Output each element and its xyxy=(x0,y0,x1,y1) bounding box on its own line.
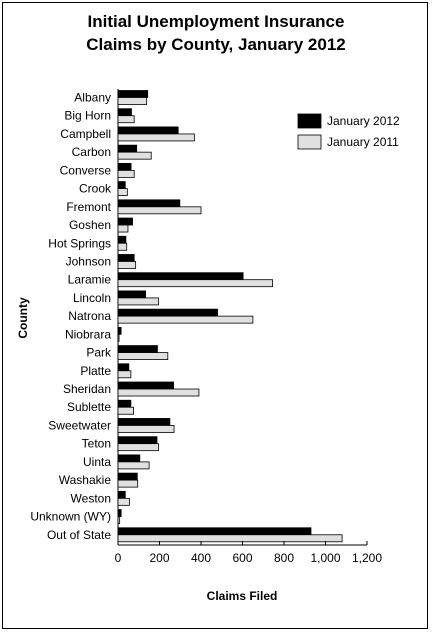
y-tick-label: Washakie xyxy=(59,473,112,487)
bar-jan-2012-washakie xyxy=(117,472,138,481)
bar-jan-2012-big-horn xyxy=(117,108,132,117)
y-tick-label: Fremont xyxy=(66,200,111,214)
y-tick-label: Crook xyxy=(79,182,112,196)
bar-jan-2011-out-of-state xyxy=(117,534,343,543)
legend: January 2012 January 2011 xyxy=(297,113,400,150)
bar-jan-2012-sheridan xyxy=(117,381,175,390)
bar-jan-2012-goshen xyxy=(117,217,133,226)
y-tick-label: Lincoln xyxy=(73,291,111,305)
bar-jan-2012-albany xyxy=(117,90,149,98)
bar-jan-2011-laramie xyxy=(117,279,273,288)
bar-jan-2012-sweetwater xyxy=(117,418,171,426)
x-tick-label: 400 xyxy=(191,551,211,565)
bar-jan-2012-carbon xyxy=(117,144,138,153)
bar-jan-2011-big-horn xyxy=(117,115,135,124)
bar-jan-2012-lincoln xyxy=(117,290,146,299)
bar-jan-2012-laramie xyxy=(117,272,244,281)
bar-jan-2011-sheridan xyxy=(117,388,200,397)
y-tick-label: Sublette xyxy=(67,400,111,414)
y-tick-label: Weston xyxy=(71,491,111,505)
x-tick-label: 200 xyxy=(149,551,169,565)
y-tick-label: Johnson xyxy=(66,254,111,268)
y-tick-label: Albany xyxy=(74,91,111,105)
y-tick-label: Niobrara xyxy=(65,327,111,341)
bar-jan-2012-unknown-wy xyxy=(117,509,122,517)
bar-jan-2011-sweetwater xyxy=(117,425,175,433)
y-tick-label: Sweetwater xyxy=(48,418,111,432)
y-tick-label: Laramie xyxy=(68,273,112,287)
bar-jan-2012-natrona xyxy=(117,308,218,317)
legend-label: January 2012 xyxy=(327,114,400,128)
bar-jan-2011-natrona xyxy=(117,315,254,324)
bar-jan-2012-fremont xyxy=(117,199,181,208)
x-tick-label: 1,200 xyxy=(352,551,382,565)
y-tick-label: Sheridan xyxy=(63,382,111,396)
bar-jan-2011-park xyxy=(117,352,169,360)
bar-jan-2011-weston xyxy=(117,497,130,506)
bar-jan-2011-unknown-wy xyxy=(117,516,121,524)
y-tick-label: Unknown (WY) xyxy=(30,510,111,524)
y-tick-label: Park xyxy=(86,346,112,360)
bar-jan-2012-niobrara xyxy=(117,326,122,335)
bar-jan-2012-hot-springs xyxy=(117,235,127,244)
y-axis-title: County xyxy=(16,297,30,339)
bar-jan-2011-teton xyxy=(117,443,159,452)
bar-jan-2011-lincoln xyxy=(117,297,159,306)
y-tick-label: Converse xyxy=(60,163,112,177)
bar-jan-2012-weston xyxy=(117,490,126,499)
bar-jan-2012-johnson xyxy=(117,254,135,262)
bar-jan-2012-out-of-state xyxy=(117,527,312,536)
x-tick-label: 0 xyxy=(115,551,122,565)
x-tick-label: 600 xyxy=(232,551,252,565)
bar-jan-2011-converse xyxy=(117,169,135,178)
bar-jan-2012-crook xyxy=(117,181,126,190)
y-tick-label: Platte xyxy=(80,364,111,378)
bar-jan-2012-park xyxy=(117,345,158,353)
bar-jan-2012-uinta xyxy=(117,454,141,463)
legend-swatch-jan-2012 xyxy=(297,113,322,129)
bar-jan-2011-johnson xyxy=(117,261,137,269)
x-axis-title: Claims Filed xyxy=(207,589,278,603)
bar-jan-2011-albany xyxy=(117,97,148,105)
bar-jan-2011-fremont xyxy=(117,206,202,215)
bar-jan-2011-uinta xyxy=(117,461,150,470)
y-tick-label: Carbon xyxy=(72,145,111,159)
bar-jan-2012-converse xyxy=(117,162,132,171)
bar-jan-2011-niobrara xyxy=(117,333,120,342)
bar-jan-2011-carbon xyxy=(117,151,152,160)
y-tick-label: Campbell xyxy=(60,127,111,141)
bar-jan-2011-hot-springs xyxy=(117,242,128,251)
bar-jan-2011-washakie xyxy=(117,479,139,488)
bar-jan-2011-crook xyxy=(117,188,128,197)
y-tick-label: Teton xyxy=(82,437,111,451)
legend-label: January 2011 xyxy=(327,135,399,149)
y-tick-label: Uinta xyxy=(83,455,111,469)
chart-title-line1: Initial Unemployment Insurance xyxy=(87,12,345,31)
bar-jan-2012-campbell xyxy=(117,126,179,135)
y-tick-label: Natrona xyxy=(68,309,111,323)
x-tick-label: 1,000 xyxy=(310,551,340,565)
bar-jan-2011-platte xyxy=(117,370,132,379)
legend-swatch-jan-2011 xyxy=(297,134,322,150)
y-tick-label: Big Horn xyxy=(64,109,111,123)
x-tick-label: 800 xyxy=(274,551,294,565)
y-tick-label: Goshen xyxy=(69,218,111,232)
bar-jan-2011-sublette xyxy=(117,406,134,415)
bar-jan-2011-goshen xyxy=(117,224,129,233)
chart-title-line2: Claims by County, January 2012 xyxy=(86,35,346,54)
bar-jan-2012-platte xyxy=(117,363,130,372)
bar-jan-2012-teton xyxy=(117,436,158,445)
y-tick-label: Out of State xyxy=(47,528,111,542)
bar-jan-2012-sublette xyxy=(117,399,132,408)
bar-jan-2011-campbell xyxy=(117,133,195,142)
y-tick-label: Hot Springs xyxy=(48,236,111,250)
